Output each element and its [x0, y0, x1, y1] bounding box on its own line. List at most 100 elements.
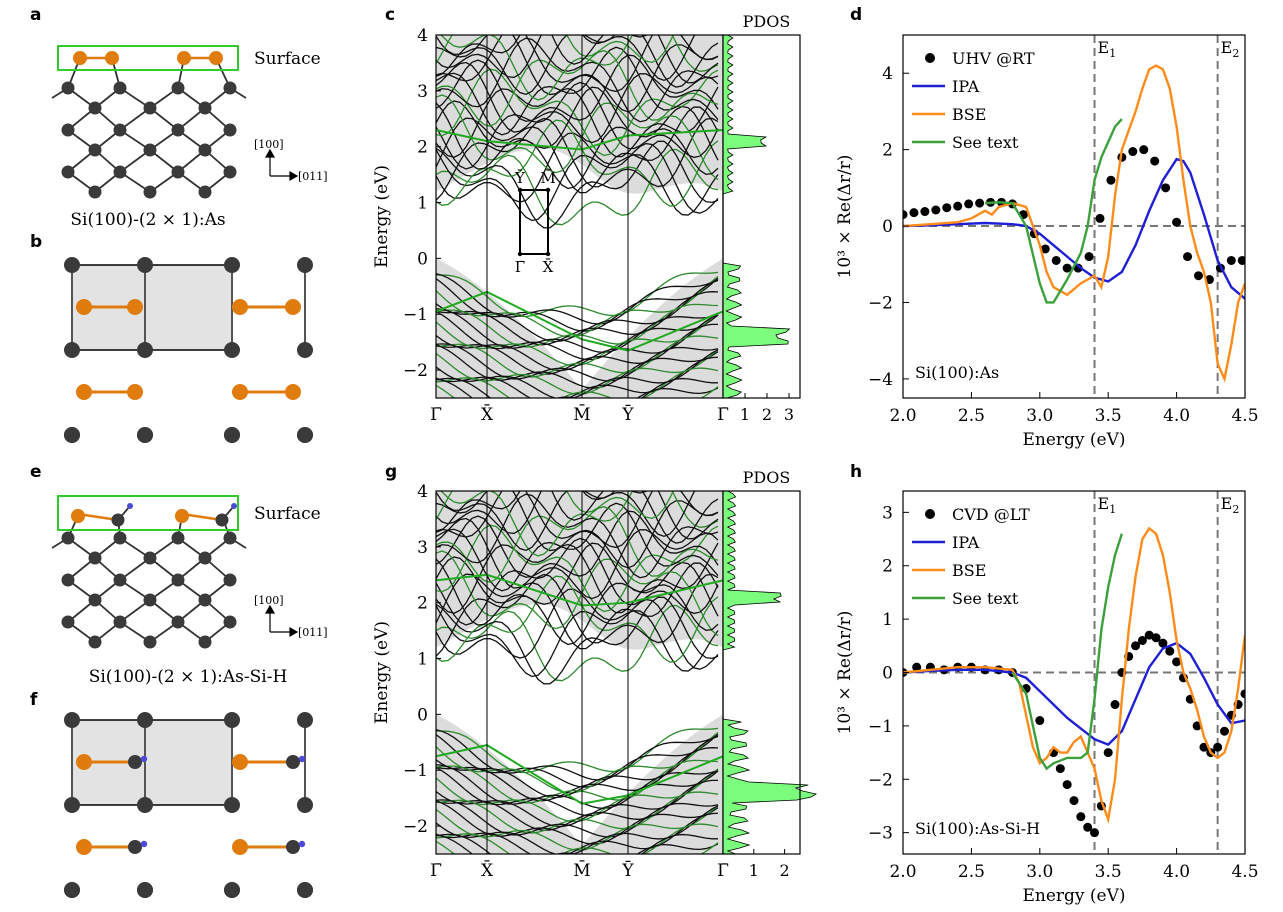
- conduction-band: [436, 59, 719, 144]
- as-atom: [73, 51, 87, 65]
- plot-area: [903, 35, 1245, 398]
- data-point: [1062, 263, 1072, 273]
- h-atom: [140, 840, 148, 848]
- bz-point: [517, 251, 523, 257]
- si-atom: [297, 712, 313, 728]
- y-tick-label: −1: [868, 717, 893, 737]
- energy-marker-label: E1: [1098, 494, 1117, 516]
- pdos-fill: [722, 34, 791, 399]
- data-point: [1237, 255, 1245, 265]
- x-tick-label: 4.5: [1231, 862, 1258, 882]
- data-point: [1073, 263, 1083, 273]
- direction-arrows-a: [264, 148, 299, 182]
- as-atom: [76, 384, 92, 400]
- valence-band: [436, 791, 719, 834]
- bulk-projection: [436, 35, 723, 398]
- y-tick-label: 3: [417, 538, 428, 558]
- x-tick-label: 4.0: [1163, 406, 1190, 426]
- sample-annotation: Si(100):As: [915, 363, 999, 382]
- y-tick-label: 4: [417, 482, 428, 502]
- x-tick-label: 4.0: [1163, 862, 1190, 882]
- si-atom: [198, 635, 212, 649]
- y-tick-label: −2: [403, 361, 428, 381]
- si-atom: [143, 635, 157, 649]
- as-atom: [175, 509, 189, 523]
- y-tick-label: 2: [417, 138, 428, 158]
- energy-marker-label: E1: [1098, 38, 1117, 60]
- ras-spectrum-d: E1 E2 2.0 2.5 3.0 3.5 4.0 4.5 −4 −2 0 2 4 Energy (eV)…: [835, 34, 1259, 450]
- series-line: [903, 526, 1245, 824]
- si-atom: [64, 797, 80, 813]
- data-point: [1137, 635, 1147, 645]
- pdos-fill: [722, 490, 818, 855]
- pdos-panel: PDOS 1 2: [722, 468, 818, 880]
- si-atom: [198, 143, 212, 157]
- si-atom: [223, 81, 237, 95]
- data-point: [1172, 657, 1182, 667]
- bulk-valence-region: [436, 714, 723, 854]
- h-atom: [231, 503, 237, 509]
- conduction-band: [551, 491, 648, 521]
- data-point: [920, 207, 930, 217]
- conduction-band: [436, 556, 719, 646]
- as-atom: [232, 384, 248, 400]
- conduction-band: [436, 94, 719, 181]
- y-tick-label: −2: [403, 817, 428, 837]
- si-atom: [224, 712, 240, 728]
- valence-band: [436, 747, 719, 802]
- conduction-band: [436, 132, 719, 216]
- bonds: [51, 505, 247, 643]
- si-atom: [223, 165, 237, 179]
- si-atom: [88, 101, 102, 115]
- si-atom: [223, 615, 237, 629]
- direction-vertical-a: [100]: [254, 138, 284, 151]
- conduction-band: [436, 54, 719, 133]
- legend: CVD @LT IPA BSE See text: [912, 505, 1030, 608]
- as-atom: [285, 384, 301, 400]
- data-point: [964, 199, 974, 209]
- series-line: [1011, 533, 1124, 771]
- conduction-band: [436, 35, 696, 82]
- h-atom: [127, 503, 133, 509]
- bonds: [71, 265, 306, 394]
- conduction-band: [436, 510, 719, 589]
- si-atom: [64, 257, 80, 273]
- structure-title-e: Si(100)-(2 × 1):As-Si-H: [89, 667, 288, 687]
- si-atom: [64, 427, 80, 443]
- si-atom: [297, 257, 313, 273]
- as-atom: [232, 754, 248, 770]
- legend-label: See text: [952, 133, 1019, 152]
- data-point: [1139, 145, 1149, 155]
- kpoint-label: Γ̄: [430, 405, 442, 425]
- h-atom: [298, 755, 306, 763]
- conduction-band: [436, 68, 719, 157]
- data-point: [1199, 742, 1209, 752]
- series-line: [903, 64, 1245, 383]
- conduction-band: [436, 491, 674, 520]
- si-atom: [61, 573, 75, 587]
- valence-band: [436, 308, 719, 354]
- panel-letter-c: c: [385, 5, 395, 25]
- as-atom: [76, 754, 92, 770]
- kpoint-label: M̄: [573, 859, 590, 881]
- si-atom: [224, 882, 240, 898]
- valence-band: [436, 729, 719, 781]
- bz-point: [545, 187, 551, 193]
- data-point: [903, 210, 908, 220]
- conduction-band: [436, 524, 719, 613]
- pdos-label: PDOS: [743, 12, 791, 31]
- legend-label: IPA: [952, 533, 980, 552]
- si-atom: [64, 342, 80, 358]
- si-atom: [198, 101, 212, 115]
- bands: [436, 491, 723, 854]
- panel-letter-a: a: [30, 5, 41, 25]
- kpoint-label: M̄: [573, 403, 590, 425]
- data-point: [931, 205, 941, 215]
- si-atom: [143, 143, 157, 157]
- surface-label-e: Surface: [254, 504, 321, 524]
- si-atom: [224, 342, 240, 358]
- si-atom: [113, 123, 127, 137]
- si-atom: [223, 123, 237, 137]
- data-point: [1035, 716, 1045, 726]
- si-atom: [88, 143, 102, 157]
